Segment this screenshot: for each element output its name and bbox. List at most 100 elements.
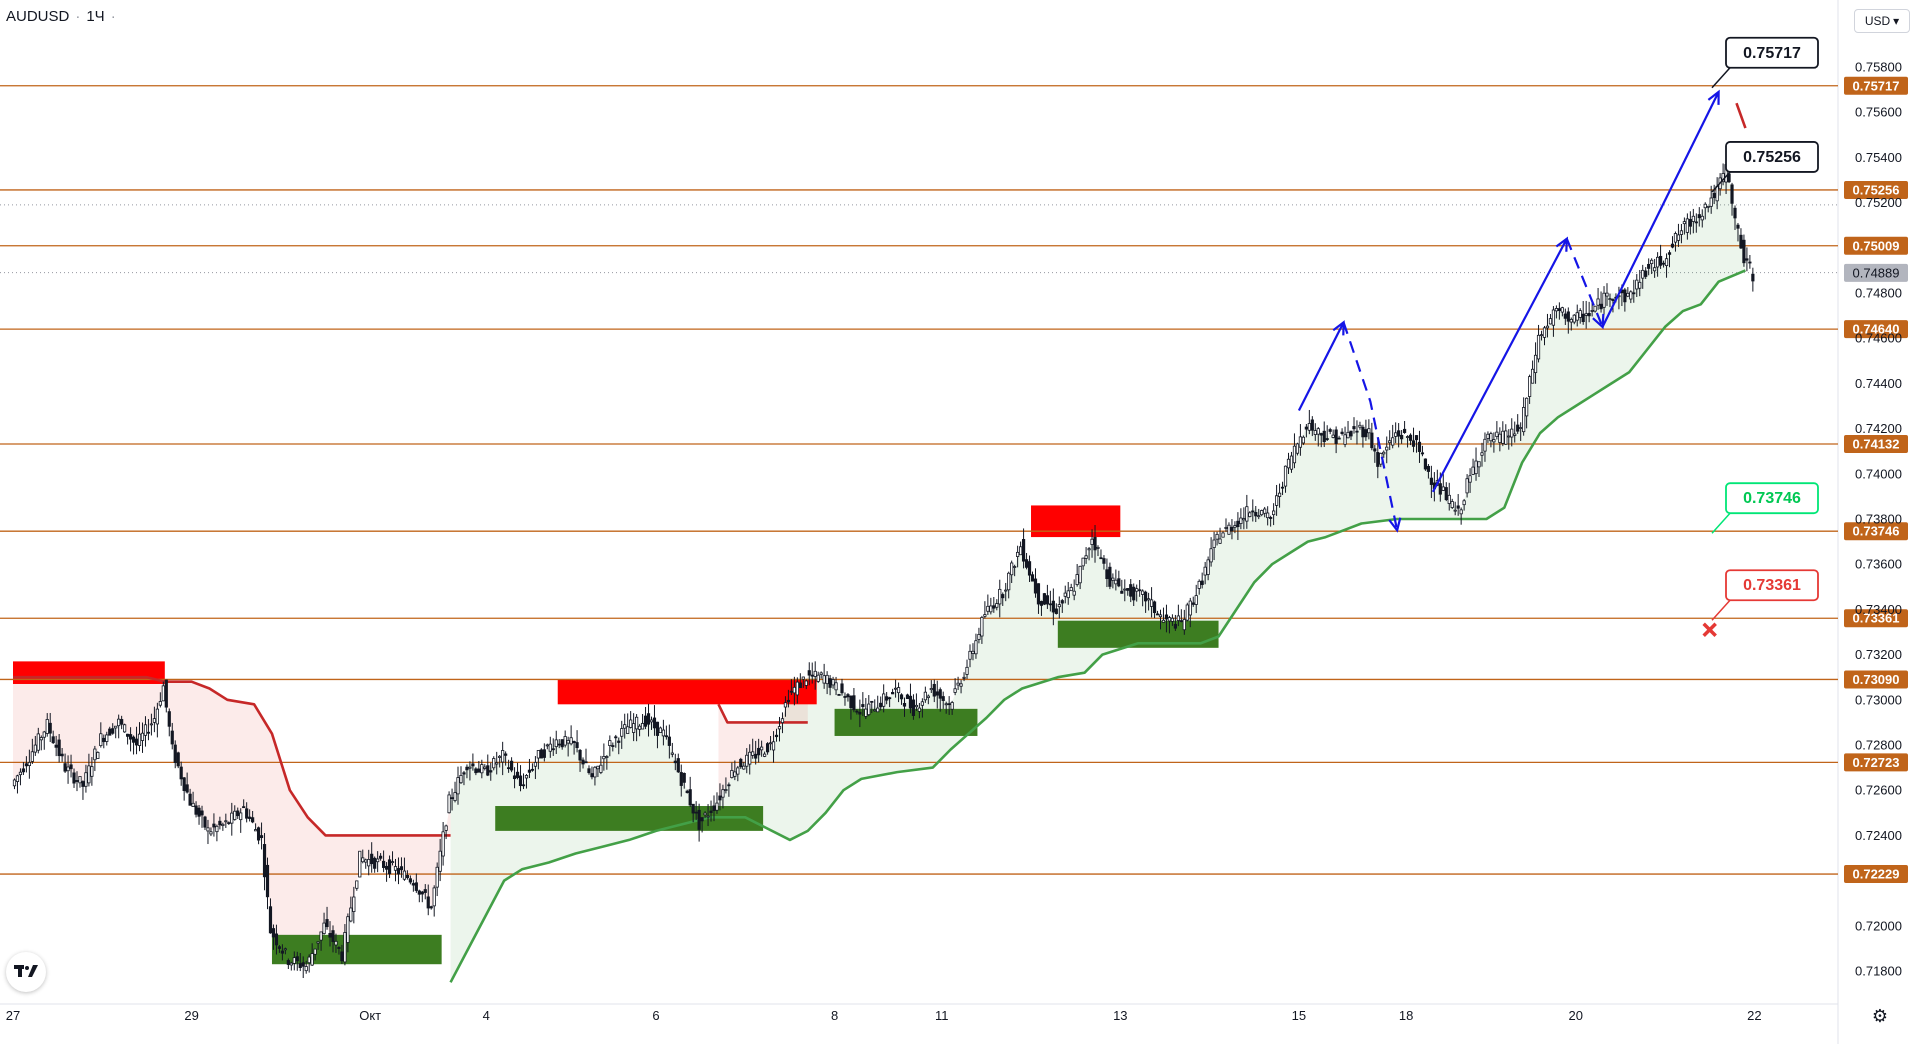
candle-body — [1736, 224, 1740, 229]
demand-zone[interactable] — [834, 708, 978, 736]
level-price-tag — [1844, 236, 1908, 255]
price-callout-box[interactable] — [1725, 482, 1819, 515]
candle-body — [724, 789, 728, 791]
candle-body — [542, 749, 546, 758]
level-layer — [0, 85, 1838, 875]
candle-body — [1513, 433, 1517, 436]
candle-body — [1251, 510, 1255, 513]
candle-body — [48, 722, 52, 734]
level-price-label: 0.73361 — [1853, 611, 1900, 626]
projection-arrow[interactable] — [1601, 91, 1720, 328]
currency-selector[interactable]: USD ▾ — [1854, 9, 1910, 33]
price-callout-box[interactable] — [1725, 141, 1819, 173]
candle-body — [373, 857, 377, 869]
candle-body — [1673, 233, 1678, 243]
candle-body — [730, 770, 734, 779]
candle-body — [146, 731, 151, 734]
candle-body — [873, 709, 877, 712]
candle-body — [986, 605, 990, 612]
candle-body — [239, 812, 243, 821]
projection-arrow[interactable] — [1431, 238, 1568, 493]
candle-body — [495, 762, 499, 765]
price-callout-box[interactable] — [1725, 36, 1819, 69]
candle-body — [355, 880, 359, 889]
candle-body — [1328, 429, 1332, 432]
candle-body — [935, 691, 939, 696]
candle-body — [1557, 308, 1561, 312]
candle-body — [390, 861, 395, 864]
candle-body — [1453, 509, 1457, 512]
candle-body — [387, 859, 392, 875]
candle-body — [1742, 239, 1746, 264]
candle-body — [111, 728, 115, 734]
candle-body — [194, 805, 198, 815]
projection-arrow[interactable] — [1297, 321, 1345, 412]
time-tick-label: 11 — [935, 1008, 949, 1023]
cross-icon[interactable] — [1702, 622, 1717, 637]
candle-body — [765, 743, 770, 753]
candle-body — [700, 817, 704, 822]
candle-body — [1426, 465, 1431, 472]
candle-body — [554, 739, 558, 748]
candle-body — [126, 733, 130, 737]
candle-body — [1545, 325, 1550, 329]
supply-zone[interactable] — [1031, 505, 1121, 538]
candle-body — [33, 744, 37, 753]
timeframe-label[interactable]: 1Ч — [86, 8, 105, 25]
tradingview-logo-icon[interactable] — [6, 952, 46, 992]
level-price-label: 0.72723 — [1853, 755, 1900, 770]
supply-zone[interactable] — [557, 679, 817, 705]
candle-body — [304, 966, 308, 972]
candle-body — [1221, 532, 1225, 538]
candle-body — [1605, 292, 1609, 297]
symbol-header[interactable]: AUDUSD · 1Ч · — [6, 8, 116, 25]
projection-arrow-dashed[interactable] — [1342, 322, 1399, 531]
arrow-layer — [1297, 89, 1720, 637]
candle-body — [1218, 538, 1222, 544]
header-separator: · — [75, 8, 81, 25]
symbol-name[interactable]: AUDUSD — [6, 8, 70, 25]
candle-body — [212, 823, 216, 828]
candle-body — [760, 746, 764, 751]
candle-body — [560, 739, 564, 748]
candle-body — [504, 753, 508, 756]
candle-body — [1019, 546, 1023, 556]
candle-body — [268, 906, 273, 934]
candle-body — [632, 723, 636, 733]
candle-body — [917, 707, 921, 712]
candle-body — [1355, 430, 1359, 433]
candle-body — [361, 857, 365, 863]
candle-body — [533, 762, 538, 767]
price-tick-label: 0.73400 — [1855, 602, 1902, 617]
gear-icon[interactable]: ⚙ — [1871, 1005, 1889, 1026]
candle-body — [551, 748, 555, 751]
candle-body — [941, 696, 945, 701]
candle-body — [1739, 234, 1743, 249]
level-price-label: 0.75717 — [1853, 78, 1900, 93]
candle-body — [1334, 429, 1338, 444]
candle-body — [1266, 512, 1270, 519]
candle-body — [1364, 429, 1368, 438]
candle-body — [289, 962, 293, 966]
support-fill — [450, 168, 1746, 983]
candle-body — [105, 734, 109, 742]
candle-body — [1658, 255, 1663, 266]
projection-arrow-dashed[interactable] — [1565, 238, 1604, 328]
candle-body — [1391, 437, 1395, 446]
candle-body — [1376, 452, 1380, 467]
candle-body — [15, 775, 20, 782]
candle-body — [1337, 437, 1341, 440]
candle-body — [1322, 430, 1326, 443]
candle-body — [882, 693, 886, 707]
candle-body — [108, 728, 112, 736]
candle-body — [173, 744, 177, 763]
candle-body — [837, 694, 841, 696]
candle-body — [1441, 486, 1445, 491]
candle-body — [1126, 588, 1130, 591]
supply-zone[interactable] — [13, 661, 165, 684]
price-callout-box[interactable] — [1725, 569, 1819, 602]
candle-body — [1414, 435, 1419, 441]
candle-body — [524, 774, 529, 779]
candle-body — [384, 865, 389, 870]
